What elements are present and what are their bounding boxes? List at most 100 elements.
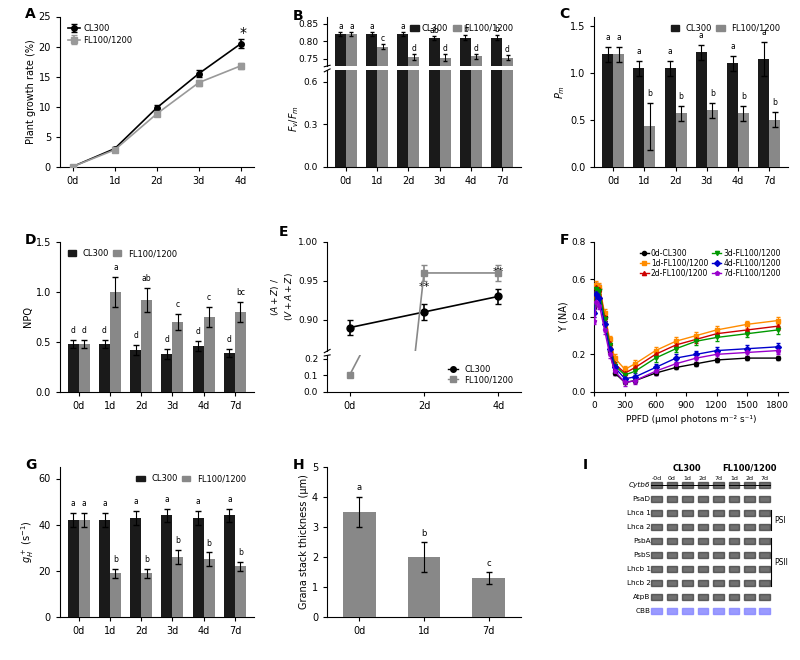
Bar: [99, 520, 110, 617]
Bar: [634, 68, 644, 166]
Bar: [68, 520, 78, 617]
Bar: [651, 524, 662, 530]
Bar: [377, 55, 388, 166]
Bar: [759, 594, 770, 601]
Bar: [408, 557, 440, 617]
Text: a: a: [762, 28, 766, 37]
Bar: [346, 51, 357, 166]
Text: a: a: [196, 497, 201, 506]
Text: a: a: [668, 47, 673, 56]
Bar: [651, 579, 662, 586]
Bar: [651, 552, 662, 558]
Bar: [759, 496, 770, 502]
Bar: [651, 594, 662, 601]
Text: PsbS: PsbS: [634, 552, 650, 558]
Bar: [162, 515, 173, 617]
Text: b: b: [206, 539, 211, 548]
Legend: CL300, FL100/1200: CL300, FL100/1200: [444, 362, 517, 387]
Bar: [377, 47, 388, 324]
Bar: [651, 482, 662, 488]
Text: a: a: [637, 47, 642, 56]
Text: a: a: [401, 22, 406, 32]
Bar: [666, 608, 677, 614]
Bar: [78, 520, 90, 617]
Bar: [398, 34, 408, 324]
Text: a: a: [338, 22, 343, 32]
Legend: CL300, FL100/1200: CL300, FL100/1200: [407, 20, 517, 36]
Y-axis label: $F_v/F_m$: $F_v/F_m$: [287, 105, 301, 132]
Text: b: b: [463, 25, 468, 34]
Text: G: G: [25, 458, 37, 472]
Legend: CL300, FL100/1200: CL300, FL100/1200: [133, 471, 250, 487]
Text: D: D: [25, 233, 37, 247]
Bar: [698, 496, 708, 502]
Text: PSI: PSI: [774, 515, 786, 525]
Text: 2d: 2d: [699, 476, 707, 481]
Bar: [744, 552, 754, 558]
Text: 1d: 1d: [730, 476, 738, 481]
Bar: [682, 552, 693, 558]
Bar: [204, 559, 214, 617]
Text: c: c: [176, 300, 180, 309]
Bar: [398, 51, 408, 166]
Bar: [366, 34, 377, 324]
Bar: [744, 608, 754, 614]
Legend: 0d-CL300, 1d-FL100/1200, 2d-FL100/1200, 3d-FL100/1200, 4d-FL100/1200, 7d-FL100/1: 0d-CL300, 1d-FL100/1200, 2d-FL100/1200, …: [637, 246, 784, 281]
Text: PsbA: PsbA: [633, 538, 650, 544]
Text: **: **: [418, 282, 430, 292]
Text: c: c: [207, 293, 211, 302]
Bar: [666, 579, 677, 586]
Bar: [666, 538, 677, 544]
Text: d: d: [71, 326, 76, 335]
Text: b: b: [494, 25, 499, 34]
Bar: [335, 51, 346, 166]
Bar: [651, 566, 662, 572]
Bar: [727, 63, 738, 166]
Bar: [713, 579, 723, 586]
Text: a: a: [699, 31, 704, 40]
Text: PsaD: PsaD: [633, 496, 650, 502]
Y-axis label: Y (NA): Y (NA): [558, 302, 568, 332]
Bar: [204, 317, 214, 392]
Bar: [666, 524, 677, 530]
Bar: [491, 38, 502, 324]
Bar: [713, 538, 723, 544]
Bar: [666, 496, 677, 502]
Bar: [698, 510, 708, 516]
Bar: [193, 346, 204, 392]
Bar: [682, 482, 693, 488]
Bar: [682, 538, 693, 544]
Y-axis label: Plant growth rate (%): Plant growth rate (%): [26, 39, 36, 144]
Legend: CL300, FL100/1200: CL300, FL100/1200: [64, 20, 136, 48]
Text: d: d: [505, 45, 510, 54]
Bar: [473, 578, 505, 617]
Bar: [682, 524, 693, 530]
Bar: [713, 496, 723, 502]
Text: b: b: [678, 92, 683, 101]
Bar: [707, 110, 718, 166]
Bar: [770, 119, 780, 166]
Bar: [729, 608, 739, 614]
Text: a: a: [113, 263, 118, 272]
Bar: [744, 579, 754, 586]
Text: a: a: [616, 33, 621, 42]
Bar: [759, 566, 770, 572]
Text: a: a: [102, 500, 107, 508]
Text: d: d: [134, 331, 138, 340]
Bar: [130, 517, 141, 617]
Bar: [744, 566, 754, 572]
Bar: [698, 608, 708, 614]
Bar: [440, 57, 450, 324]
Text: ab: ab: [430, 26, 439, 34]
Bar: [666, 510, 677, 516]
Y-axis label: $g_H^+$ (s$^{-1}$): $g_H^+$ (s$^{-1}$): [19, 521, 36, 564]
Bar: [665, 68, 675, 166]
Text: d: d: [442, 44, 447, 53]
Text: a: a: [606, 33, 610, 42]
Text: 7d: 7d: [714, 476, 722, 481]
Text: b: b: [772, 98, 777, 108]
Bar: [698, 594, 708, 601]
Bar: [759, 608, 770, 614]
Bar: [141, 300, 152, 392]
Bar: [729, 538, 739, 544]
